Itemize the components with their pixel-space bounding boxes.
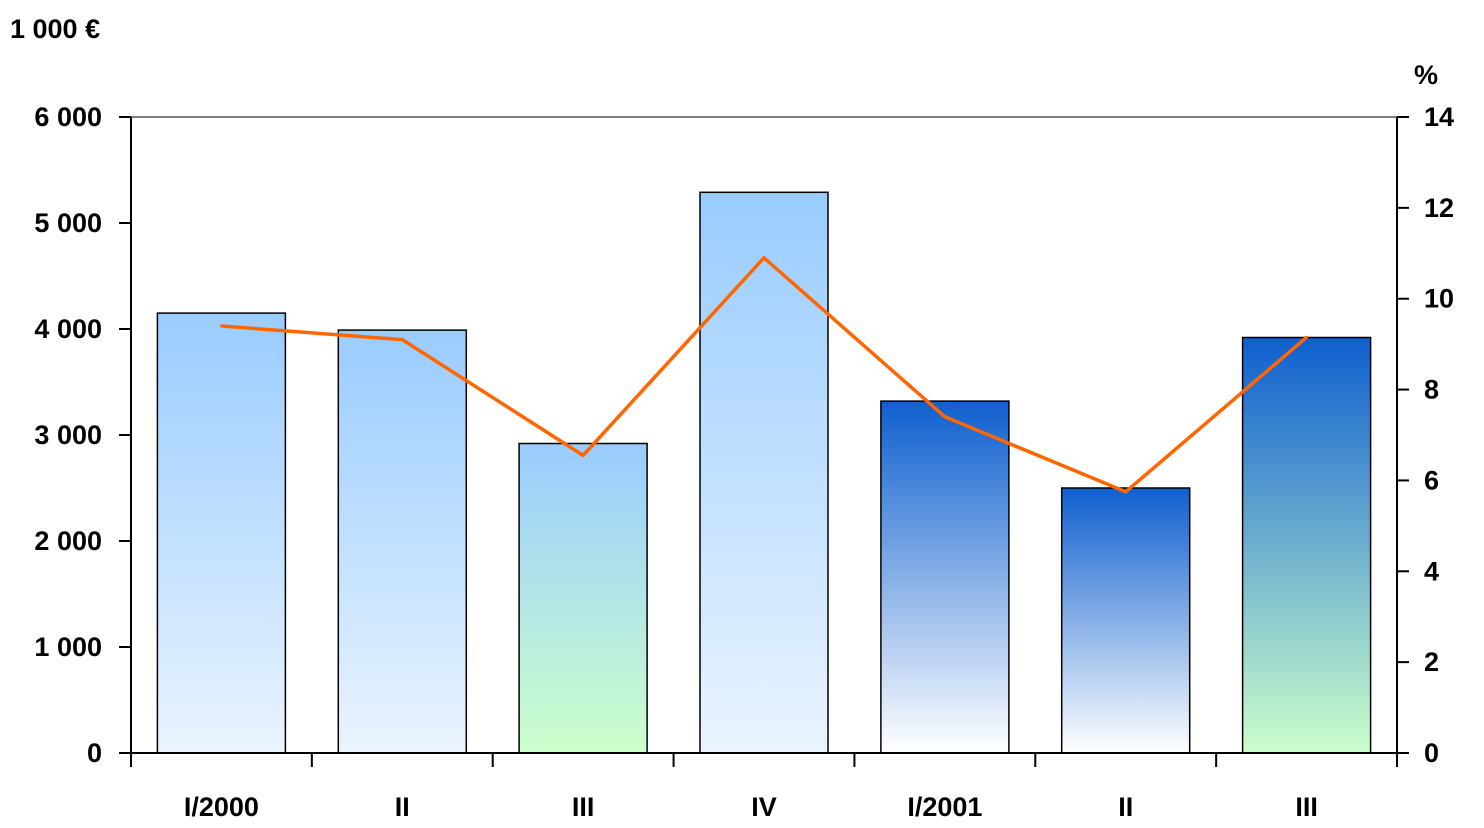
left-axis-unit-label: 1 000 € (10, 14, 100, 44)
x-category-label: II (1118, 792, 1133, 822)
left-tick-label: 6 000 (34, 102, 102, 132)
line-point-3 (581, 453, 585, 457)
x-category-label: III (1295, 792, 1318, 822)
right-tick-label: 6 (1424, 465, 1439, 495)
right-tick-label: 14 (1424, 102, 1454, 132)
right-tick-label: 0 (1424, 738, 1439, 768)
left-tick-label: 0 (87, 738, 102, 768)
left-tick-label: 4 000 (34, 314, 102, 344)
bar-3 (518, 442, 648, 754)
x-category-label: I/2000 (184, 792, 259, 822)
axes-layer (119, 116, 1409, 767)
x-category-label: IV (751, 792, 777, 822)
right-tick-label: 8 (1424, 375, 1439, 405)
right-tick-label: 2 (1424, 647, 1439, 677)
bar-5 (880, 400, 1010, 754)
bar-7 (1241, 336, 1372, 754)
line-point-4 (762, 256, 766, 260)
right-tick-label: 4 (1424, 556, 1439, 586)
line-point-6 (1124, 490, 1128, 494)
left-tick-label: 3 000 (34, 420, 102, 450)
labels-layer: 0 1 000 2 000 3 000 4 000 5 000 6 000 0 2 4 6 8 10 12… (10, 14, 1454, 822)
bar-2 (337, 329, 468, 754)
bar-6 (1060, 487, 1191, 754)
x-category-label: III (572, 792, 595, 822)
line-point-7 (1305, 335, 1309, 339)
line-layer (219, 256, 1309, 494)
left-tick-label: 2 000 (34, 526, 102, 556)
line-point-2 (400, 338, 404, 342)
right-tick-label: 10 (1424, 284, 1454, 314)
line-point-1 (219, 324, 223, 328)
bars-layer (156, 191, 1372, 754)
bar-1 (156, 312, 287, 754)
line-point-5 (943, 415, 947, 419)
bar-4 (699, 191, 829, 754)
left-tick-label: 1 000 (34, 632, 102, 662)
x-category-label: I/2001 (907, 792, 982, 822)
right-tick-label: 12 (1424, 193, 1454, 223)
x-category-label: II (395, 792, 410, 822)
left-tick-label: 5 000 (34, 208, 102, 238)
right-axis-unit-label: % (1414, 60, 1438, 90)
